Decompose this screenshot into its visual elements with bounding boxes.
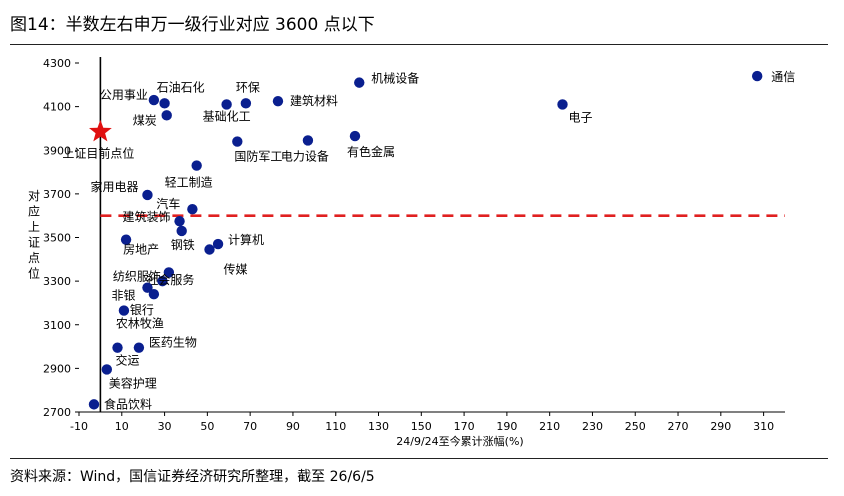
current-index-label: 上证目前点位: [62, 146, 134, 161]
data-point-label: 计算机: [228, 232, 264, 247]
data-point: [142, 282, 153, 293]
data-point: [354, 77, 365, 88]
x-axis-label: 24/9/24至今累计涨幅(%): [396, 434, 523, 448]
data-point-label: 美容护理: [109, 375, 157, 390]
data-point-label: 电子: [569, 110, 593, 124]
source-rule: [10, 458, 828, 459]
data-point-label: 有色金属: [347, 144, 395, 159]
y-tick-label: 4100: [43, 101, 71, 114]
data-point-label: 电力设备: [281, 149, 329, 163]
source-note: 资料来源：Wind，国信证券经济研究所整理，截至 26/6/5: [10, 469, 375, 485]
data-point: [191, 160, 202, 171]
x-tick-label: 210: [539, 420, 560, 433]
data-point-label: 基础化工: [203, 109, 251, 123]
data-point: [133, 342, 145, 353]
data-point-label: 通信: [771, 70, 795, 84]
x-tick-label: 90: [286, 420, 300, 433]
x-tick-label: 270: [668, 420, 689, 433]
x-tick-label: 50: [200, 420, 214, 433]
x-tick-label: 30: [158, 420, 172, 433]
x-tick-label: 10: [115, 420, 129, 433]
y-axis-label: 对应上证点位: [28, 189, 40, 281]
data-point: [148, 94, 160, 106]
data-point-label: 轻工制造: [165, 176, 213, 190]
data-point: [204, 244, 215, 255]
data-point: [142, 189, 153, 201]
title-rule: [10, 44, 828, 45]
data-point-label: 农林牧渔: [116, 317, 164, 331]
data-point: [174, 215, 185, 227]
x-tick-label: 250: [625, 420, 646, 433]
data-point-label: 建筑装饰: [123, 209, 171, 224]
data-point: [302, 135, 314, 146]
y-tick-label: 3100: [43, 319, 71, 332]
data-point-label: 汽车: [156, 196, 180, 211]
data-point: [101, 364, 113, 375]
y-tick-label: 3700: [43, 188, 71, 201]
data-point-label: 纺织服饰: [113, 269, 161, 283]
data-point: [232, 136, 243, 147]
data-point-label: 房地产: [123, 242, 159, 257]
data-point: [176, 225, 187, 237]
x-tick-label: 170: [454, 420, 475, 433]
data-point-label: 公用事业: [100, 88, 148, 102]
data-point-label: 食品饮料: [104, 396, 152, 411]
y-tick-label: 3900: [43, 144, 71, 157]
x-tick-label: 150: [411, 420, 432, 433]
x-tick-label: 190: [496, 420, 517, 433]
data-point: [240, 98, 252, 109]
data-point: [118, 305, 130, 316]
data-point: [120, 234, 132, 245]
page-title: 图14：半数左右申万一级行业对应 3600 点以下: [10, 15, 375, 35]
data-point-label: 国防军工: [234, 149, 282, 164]
y-tick-label: 4300: [43, 57, 71, 70]
data-point-label: 社会服务: [146, 272, 194, 287]
data-point-label: 家用电器: [90, 179, 138, 194]
data-point: [157, 275, 168, 287]
data-point: [751, 70, 763, 82]
data-point: [148, 289, 160, 300]
x-tick-label: 290: [710, 420, 731, 433]
data-point-label: 环保: [236, 80, 260, 94]
data-point: [88, 399, 100, 410]
data-point: [212, 238, 224, 250]
data-point: [159, 98, 170, 109]
x-tick-label: 230: [582, 420, 603, 433]
data-point: [161, 110, 172, 121]
x-tick-label: 70: [243, 420, 257, 433]
y-tick-label: 3500: [43, 232, 71, 245]
current-index-star: [89, 119, 112, 142]
x-tick-label: 130: [368, 420, 389, 433]
data-point-label: 银行: [130, 303, 154, 317]
y-tick-label: 2700: [43, 406, 71, 419]
data-point-label: 机械设备: [371, 71, 419, 86]
data-point: [349, 130, 361, 142]
data-point-label: 传媒: [224, 261, 248, 276]
data-point-label: 交运: [116, 353, 140, 368]
x-tick-label: 110: [325, 420, 346, 433]
data-point: [221, 99, 232, 110]
data-point: [187, 203, 198, 215]
x-tick-label: 310: [753, 420, 774, 433]
data-point-label: 钢铁: [171, 238, 195, 252]
data-point: [557, 99, 568, 110]
data-point-label: 建筑材料: [290, 93, 338, 108]
y-tick-label: 2900: [43, 362, 71, 375]
y-tick-label: 3300: [43, 275, 71, 288]
data-point-label: 煤炭: [133, 113, 157, 127]
data-point: [272, 95, 284, 107]
data-point: [163, 267, 175, 278]
x-tick-label: -10: [70, 420, 88, 433]
data-point: [112, 342, 123, 353]
data-point-label: 石油石化: [157, 80, 205, 94]
data-point-label: 非银: [111, 289, 135, 303]
data-point-label: 医药生物: [149, 336, 197, 350]
